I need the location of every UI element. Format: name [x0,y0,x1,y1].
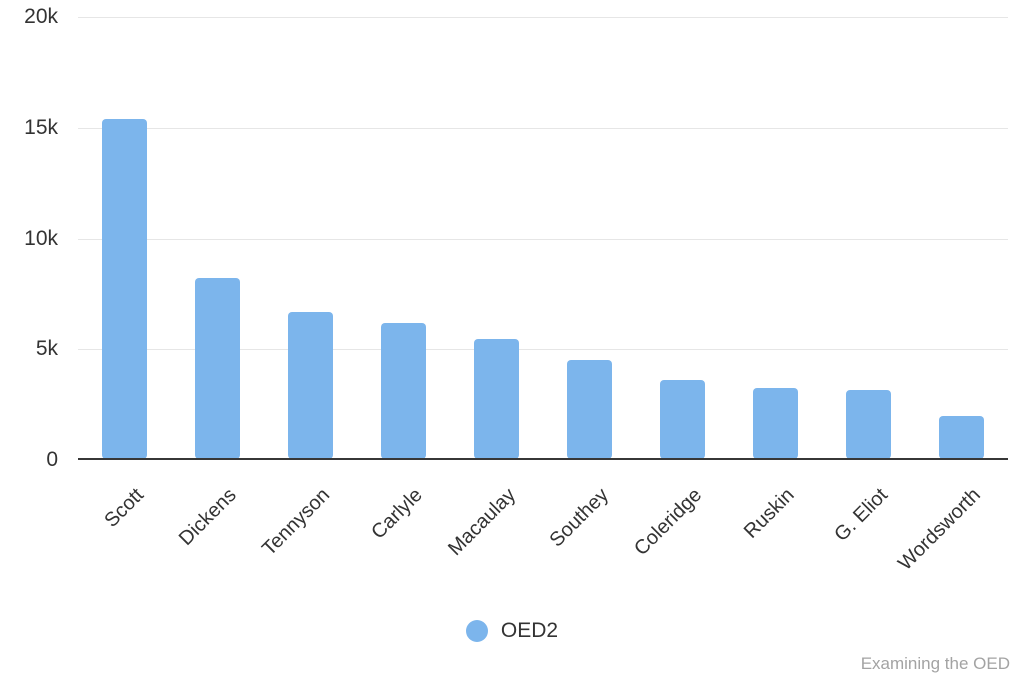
y-axis-label: 20k [24,5,58,28]
gridline [78,127,1008,129]
plot-area [78,17,1008,460]
bar-carlyle[interactable] [381,322,426,459]
x-axis-label: Coleridge [629,484,707,561]
x-axis-label: Macaulay [443,484,521,561]
x-axis-line [78,458,1008,460]
legend-marker-icon [465,620,488,642]
bar-wordsworth[interactable] [939,415,984,459]
bar-macaulay[interactable] [474,339,519,459]
bar-dickens[interactable] [195,278,240,459]
y-axis-label: 5k [35,337,58,361]
x-axis-label: Southey [545,484,614,552]
gridline [78,17,1008,18]
x-axis-label: G. Eliot [830,484,893,546]
y-axis-label: 15k [24,115,58,139]
bar-southey[interactable] [567,360,612,459]
x-axis-label: Tennyson [257,484,335,561]
y-axis-label: 0 [46,448,58,471]
bar-tennyson[interactable] [288,311,333,459]
x-axis-label: Wordsworth [894,484,986,575]
legend-item-oed2[interactable]: OED2 [0,619,1024,643]
y-axis-label: 10k [24,226,58,250]
x-axis-label: Scott [100,484,149,532]
credits-link[interactable]: Examining the OED [860,654,1010,673]
legend-label: OED2 [500,619,559,642]
bar-g-eliot[interactable] [846,390,891,459]
bar-ruskin[interactable] [753,388,798,459]
gridline [78,349,1008,351]
bar-coleridge[interactable] [660,380,705,459]
x-axis-label: Carlyle [367,484,428,544]
gridline [78,238,1008,240]
x-axis-label: Dickens [175,484,242,550]
bar-scott[interactable] [102,119,147,459]
x-axis-label: Ruskin [740,484,800,543]
